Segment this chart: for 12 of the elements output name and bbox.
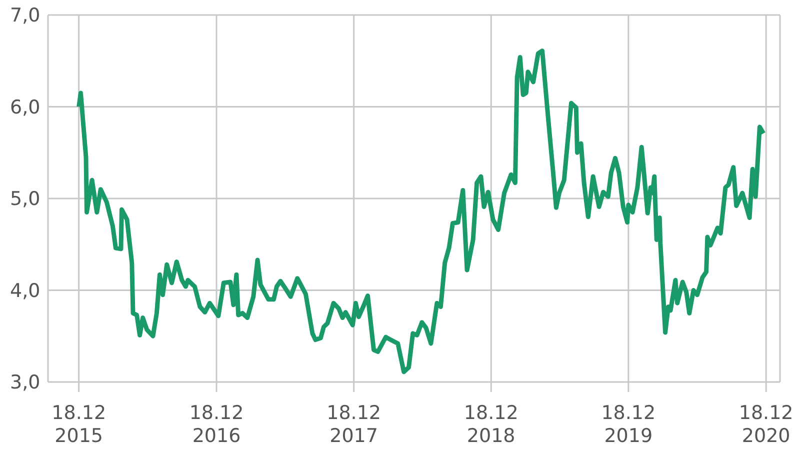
x-tick-label: 18.12 2017 [326, 402, 382, 447]
y-tick-label: 6,0 [10, 96, 40, 118]
y-tick-label: 5,0 [10, 188, 40, 210]
y-tick-label: 4,0 [10, 280, 40, 302]
y-tick-label: 3,0 [10, 372, 40, 394]
x-tick-label: 18.12 2019 [601, 402, 656, 447]
x-tick-label: 18.12 2016 [189, 402, 244, 447]
x-tick-label: 18.12 2020 [738, 402, 794, 447]
x-tick-label: 18.12 2018 [464, 402, 518, 447]
x-tick-label: 18.12 2015 [52, 402, 106, 447]
line-series [76, 48, 766, 374]
y-tick-label: 7,0 [10, 4, 40, 27]
